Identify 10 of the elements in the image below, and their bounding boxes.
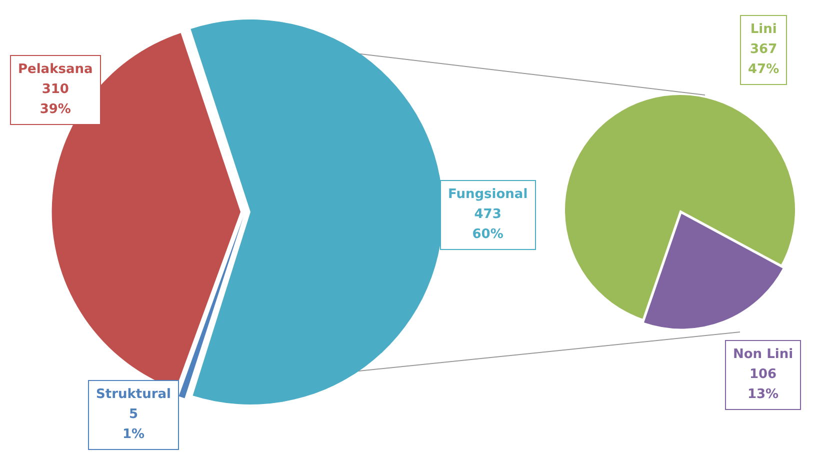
slice-label: Pelaksana [18,62,93,77]
data-label: 473 60% [472,207,504,242]
data-label: 106 13% [747,367,779,402]
data-label: 5 1% [122,407,145,442]
data-label: 367 47% [748,42,780,77]
slice-label: Lini [750,22,777,37]
slice-label: Struktural [96,387,171,402]
data-label: 310 39% [40,82,71,117]
slice-label: Non Lini [733,347,794,362]
slice-label: Fungsional [448,187,528,202]
